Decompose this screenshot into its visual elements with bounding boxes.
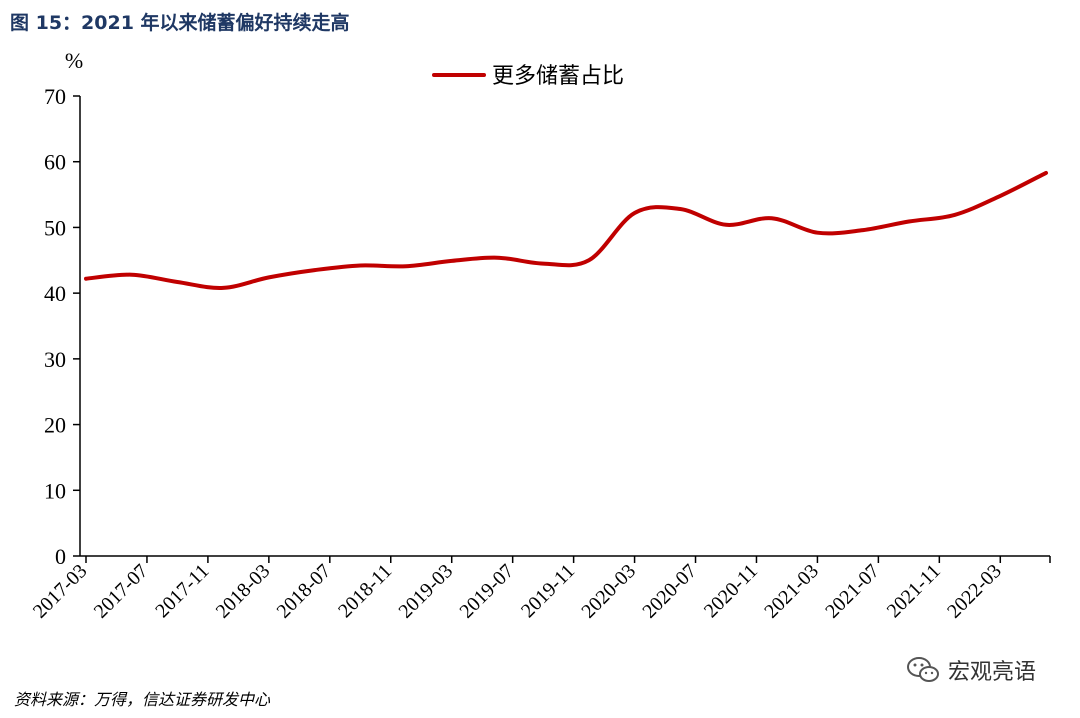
figure-title: 图 15：2021 年以来储蓄偏好持续走高 <box>10 12 350 34</box>
legend: 更多储蓄占比 <box>432 64 624 89</box>
x-tick-label: 2020-11 <box>700 560 762 622</box>
plot-area <box>84 170 1048 290</box>
x-tick-label: 2017-03 <box>29 560 92 623</box>
x-tick-label: 2017-07 <box>90 560 153 623</box>
y-tick-label: 10 <box>44 478 66 503</box>
x-tick-label: 2021-07 <box>821 560 884 623</box>
y-tick-label: 30 <box>44 347 66 372</box>
x-tick-label: 2018-07 <box>273 560 336 623</box>
x-tick-label: 2020-03 <box>577 560 640 623</box>
x-tick-label: 2018-03 <box>212 560 275 623</box>
wechat-icon <box>907 657 939 682</box>
y-tick-label: 40 <box>44 281 66 306</box>
y-axis: 0 10 20 30 40 50 60 70% <box>44 48 83 569</box>
watermark-text: 宏观亮语 <box>948 660 1037 685</box>
y-tick-label: 70 <box>44 84 66 109</box>
y-axis-unit: % <box>65 48 83 73</box>
x-tick-label: 2019-11 <box>517 560 579 622</box>
x-tick-label: 2019-07 <box>456 560 519 623</box>
x-tick-label: 2018-11 <box>334 560 396 622</box>
x-tick-label: 2017-11 <box>151 560 213 622</box>
source-note: 资料来源：万得，信达证券研发中心 <box>14 690 271 709</box>
series-line-more-savings <box>84 170 1048 290</box>
x-tick-label: 2022-03 <box>943 560 1006 623</box>
legend-label: 更多储蓄占比 <box>492 64 624 89</box>
y-tick-label: 20 <box>44 413 66 438</box>
y-tick-label: 50 <box>44 215 66 240</box>
y-tick-label: 60 <box>44 150 66 175</box>
x-tick-label: 2019-03 <box>395 560 458 623</box>
x-tick-label: 2020-07 <box>638 560 701 623</box>
y-tick-label: 0 <box>55 544 66 569</box>
x-axis: 2017-032017-072017-112018-032018-072018-… <box>29 555 1051 623</box>
x-tick-label: 2021-11 <box>883 560 945 622</box>
x-tick-label: 2021-03 <box>760 560 823 623</box>
watermark: 宏观亮语 <box>906 654 1036 686</box>
